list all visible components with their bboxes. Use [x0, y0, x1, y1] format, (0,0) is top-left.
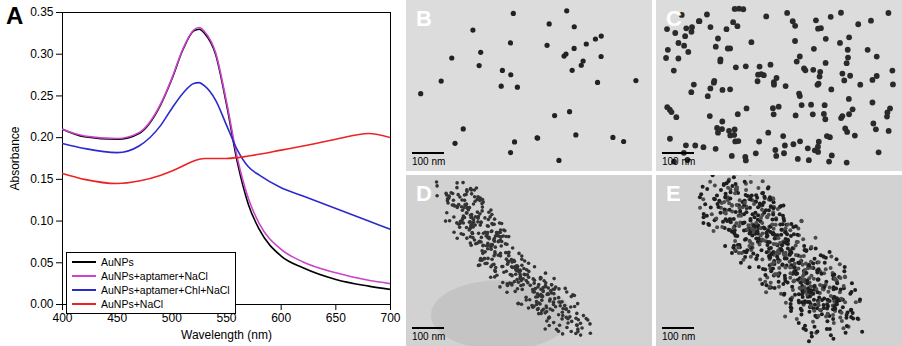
svg-text:600: 600: [271, 311, 291, 325]
svg-text:D: D: [416, 181, 432, 206]
svg-text:0.05: 0.05: [30, 256, 54, 270]
svg-text:100 nm: 100 nm: [412, 156, 445, 167]
svg-text:0.30: 0.30: [30, 47, 54, 61]
svg-text:100 nm: 100 nm: [662, 156, 695, 167]
html-text:A: A: [6, 2, 24, 29]
svg-text:B: B: [416, 6, 432, 31]
svg-text:100 nm: 100 nm: [662, 331, 695, 342]
svg-text:0.35: 0.35: [30, 5, 54, 19]
svg-text:650: 650: [326, 311, 346, 325]
html-text:AuNPs+aptamer+NaCl: AuNPs+aptamer+NaCl: [101, 270, 208, 282]
svg-text:Absorbance: Absorbance: [8, 126, 22, 190]
svg-text:400: 400: [52, 311, 73, 325]
html-text:AuNPs+NaCl: AuNPs+NaCl: [101, 298, 164, 310]
svg-text:0.25: 0.25: [30, 89, 54, 103]
svg-text:700: 700: [380, 311, 400, 325]
svg-text:500: 500: [161, 311, 182, 325]
svg-text:550: 550: [216, 311, 237, 325]
svg-text:100 nm: 100 nm: [412, 331, 445, 342]
html-text:AuNPs: AuNPs: [101, 256, 134, 268]
svg-text:E: E: [666, 181, 681, 206]
svg-text:0.15: 0.15: [30, 172, 54, 186]
svg-text:0.00: 0.00: [30, 297, 54, 311]
svg-text:0.10: 0.10: [30, 214, 54, 228]
svg-text:C: C: [666, 6, 682, 31]
svg-text:450: 450: [107, 311, 128, 325]
svg-text:Wavelength (nm): Wavelength (nm): [181, 328, 272, 342]
html-text:AuNPs+aptamer+Chl+NaCl: AuNPs+aptamer+Chl+NaCl: [101, 284, 230, 296]
svg-text:0.20: 0.20: [30, 130, 54, 144]
